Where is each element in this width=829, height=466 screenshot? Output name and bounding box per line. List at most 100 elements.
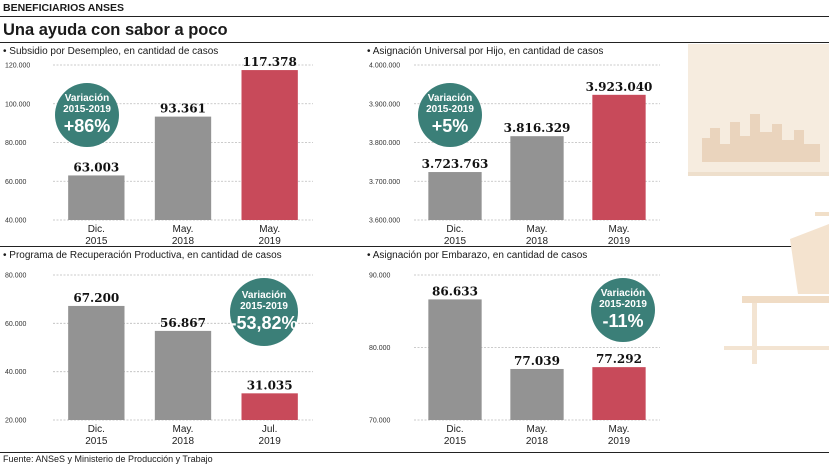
title-rule (0, 42, 829, 43)
bar (428, 299, 482, 420)
y-tick-label: 90.000 (369, 273, 391, 280)
x-category-label: May. (609, 224, 630, 235)
y-tick-label: 40.000 (5, 218, 27, 225)
lamp-shape (790, 224, 829, 294)
x-category-year: 2018 (526, 436, 549, 447)
x-category-label: Dic. (88, 224, 105, 235)
badge-label: Variación (65, 93, 109, 104)
badge-period: 2015-2019 (426, 104, 474, 115)
chart-title: • Asignación por Embarazo, en cantidad d… (367, 250, 588, 261)
chart-embarazo: 70.000 80.000 90.000 86.633 Dic.2015 77.039 Ma… (369, 273, 660, 447)
bar (592, 94, 646, 220)
chart-desempleo: 40.000 60.000 80.000 100.000 120.000 63.003 Di… (5, 55, 313, 247)
badge-value: +5% (432, 116, 469, 136)
x-category-label: May. (609, 424, 630, 435)
x-category-label: Jul. (262, 424, 278, 435)
y-tick-label: 80.000 (5, 273, 27, 280)
bar (68, 175, 125, 220)
y-tick-label: 20.000 (5, 418, 27, 425)
bar-value-label: 77.039 (514, 354, 560, 368)
badge-label: Variación (428, 93, 472, 104)
x-category-year: 2018 (526, 236, 549, 247)
x-category-year: 2015 (444, 236, 467, 247)
chart-recuperacion: 20.000 40.000 60.000 80.000 67.200 Dic.2015 56… (5, 273, 313, 447)
bar-value-label: 31.035 (247, 378, 293, 392)
badge-period: 2015-2019 (599, 299, 647, 310)
city-silhouette (702, 114, 820, 162)
bar-value-label: 77.292 (596, 352, 642, 366)
chart-title: • Asignación Universal por Hijo, en cant… (367, 46, 604, 57)
x-category-year: 2019 (608, 436, 631, 447)
x-category-year: 2015 (85, 436, 108, 447)
y-tick-label: 120.000 (5, 63, 30, 70)
badge-value: +86% (64, 116, 111, 136)
y-tick-label: 4.000.000 (369, 63, 400, 70)
bar (510, 136, 564, 220)
badge-period: 2015-2019 (63, 104, 111, 115)
top-rule (0, 16, 829, 17)
badge-period: 2015-2019 (240, 301, 288, 312)
y-tick-label: 3.800.000 (369, 140, 400, 147)
badge-label: Variación (242, 290, 286, 301)
bar-value-label: 63.003 (73, 160, 119, 174)
bar (428, 172, 482, 220)
x-category-year: 2019 (259, 436, 282, 447)
desk-rail (724, 346, 829, 350)
y-tick-label: 80.000 (369, 345, 391, 352)
bar (154, 116, 212, 220)
window-sill (688, 172, 829, 176)
source-note: Fuente: ANSeS y Ministerio de Producción… (3, 454, 213, 464)
desk-top (742, 296, 829, 303)
bar (241, 393, 298, 420)
y-tick-label: 70.000 (369, 418, 391, 425)
kicker: BENEFICIARIOS ANSES (3, 2, 124, 14)
chart-auh: 3.600.000 3.700.000 3.800.000 3.900.000 4.00… (369, 63, 660, 247)
y-tick-label: 80.000 (5, 140, 27, 147)
bar-value-label: 3.816.329 (504, 121, 571, 135)
x-category-label: May. (527, 224, 548, 235)
x-category-label: May. (173, 224, 194, 235)
x-category-year: 2019 (608, 236, 631, 247)
y-tick-label: 60.000 (5, 321, 27, 328)
footer-rule (0, 452, 829, 453)
bar-value-label: 93.361 (160, 102, 206, 116)
bar (510, 368, 564, 420)
bar-value-label: 67.200 (73, 291, 119, 305)
page-title: Una ayuda con sabor a poco (3, 21, 228, 39)
bar-value-label: 86.633 (432, 284, 478, 298)
x-category-label: May. (527, 424, 548, 435)
desk-leg (752, 303, 757, 364)
x-category-year: 2018 (172, 236, 195, 247)
badge-value: -11% (602, 311, 643, 331)
bar-value-label: 56.867 (160, 316, 206, 330)
bar-value-label: 3.723.763 (422, 157, 489, 171)
badge-value: -53,82% (230, 313, 297, 333)
x-category-year: 2018 (172, 436, 195, 447)
shelf-edge (815, 212, 829, 216)
desk-illustration (688, 44, 829, 364)
y-tick-label: 3.600.000 (369, 218, 400, 225)
variation-badge (591, 278, 655, 342)
variation-badge (55, 83, 119, 147)
x-category-year: 2019 (259, 236, 282, 247)
bar (241, 70, 298, 220)
x-category-label: Dic. (446, 424, 463, 435)
y-tick-label: 40.000 (5, 369, 27, 376)
x-category-label: May. (173, 424, 194, 435)
chart-title: • Subsidio por Desempleo, en cantidad de… (3, 46, 219, 57)
x-category-label: May. (259, 224, 280, 235)
badge-label: Variación (601, 288, 645, 299)
x-category-label: Dic. (88, 424, 105, 435)
y-tick-label: 3.700.000 (369, 179, 400, 186)
bar-value-label: 3.923.040 (586, 80, 653, 94)
y-tick-label: 60.000 (5, 179, 27, 186)
bar-value-label: 117.378 (243, 55, 297, 69)
variation-badge (230, 278, 298, 346)
bar (592, 367, 646, 420)
y-tick-label: 3.900.000 (369, 101, 400, 108)
variation-badge (418, 83, 482, 147)
x-category-year: 2015 (85, 236, 108, 247)
bar (154, 330, 212, 420)
row-divider (0, 246, 829, 247)
y-tick-label: 100.000 (5, 101, 30, 108)
